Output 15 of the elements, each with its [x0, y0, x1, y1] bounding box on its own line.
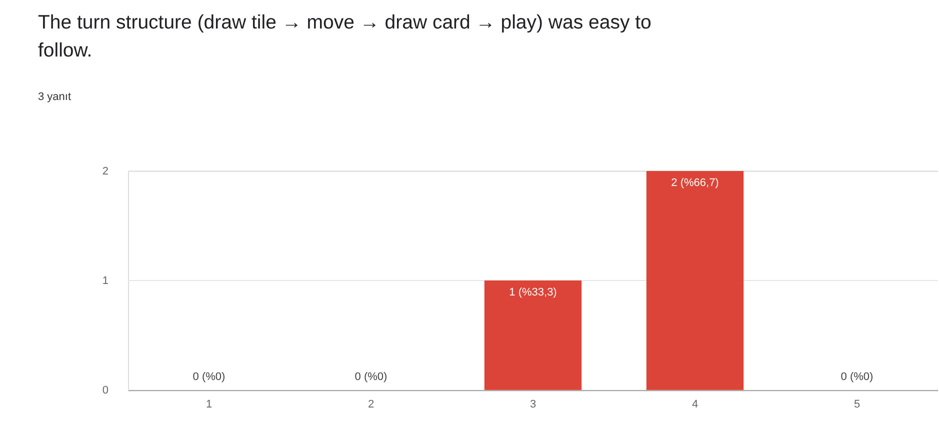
x-tick-label: 1 — [206, 398, 212, 410]
x-tick-label: 5 — [854, 398, 860, 410]
x-tick-label: 4 — [692, 398, 698, 410]
data-label: 0 (%0) — [354, 371, 388, 383]
data-label: 2 (%66,7) — [671, 177, 719, 189]
chart-subtitle: 3 yanıt — [38, 91, 72, 103]
data-label: 0 (%0) — [840, 371, 874, 383]
x-tick-label: 2 — [368, 398, 374, 410]
y-tick-label: 0 — [102, 384, 108, 396]
chart-title: The turn structure (draw tile → move → draw card → play) was easy to follow. — [38, 12, 652, 62]
y-tick-label: 1 — [102, 275, 108, 287]
y-tick-label: 2 — [102, 166, 108, 178]
data-label: 0 (%0) — [192, 371, 226, 383]
x-tick-label: 3 — [530, 398, 536, 410]
data-label: 1 (%33,3) — [509, 286, 557, 298]
